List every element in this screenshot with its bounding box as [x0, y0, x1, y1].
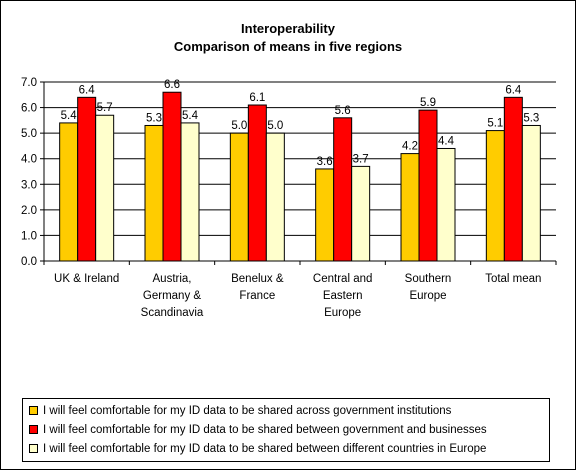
legend-swatch [29, 444, 38, 453]
legend-label: I will feel comfortable for my ID data t… [43, 423, 487, 436]
y-tick-label: 6.0 [21, 103, 37, 115]
x-category-label-line: France [239, 290, 276, 302]
x-category-label-line: Germany & [142, 290, 202, 302]
bar [351, 165, 371, 262]
bar-value-label: 5.0 [231, 120, 247, 132]
bar-value-label: 6.4 [505, 84, 522, 96]
bar [485, 130, 505, 262]
bar [418, 109, 438, 262]
bar-value-label: 5.4 [61, 110, 78, 122]
bar-value-label: 5.4 [182, 110, 199, 122]
legend-swatch [29, 406, 38, 415]
bar [247, 104, 267, 262]
bar-value-label: 5.3 [523, 112, 539, 124]
bar-value-label: 3.7 [353, 153, 369, 165]
x-category-label-line: Europe [324, 307, 362, 319]
y-tick-label: 3.0 [21, 179, 37, 191]
bar [95, 114, 115, 262]
bar-value-label: 5.9 [420, 97, 436, 109]
bar-value-label: 6.6 [164, 79, 180, 91]
legend-label: I will feel comfortable for my ID data t… [43, 442, 487, 455]
bar [333, 117, 353, 262]
x-category-label: Southern Europe [385, 271, 471, 305]
legend-swatch [29, 425, 38, 434]
x-category-label: Central and Eastern Europe [300, 271, 386, 322]
x-category-label-line: Austria, [152, 273, 192, 285]
bar [77, 96, 97, 262]
bar-value-label: 6.4 [79, 84, 96, 96]
bar [59, 122, 79, 262]
y-tick-label: 1.0 [21, 230, 37, 242]
bar [503, 96, 523, 262]
x-category-label-line: UK & Ireland [54, 273, 120, 285]
bar [162, 91, 182, 262]
bar-value-label: 4.2 [402, 141, 418, 153]
bar [229, 132, 249, 262]
x-category-label-line: Benelux & [231, 273, 284, 285]
bar-value-label: 5.7 [97, 102, 113, 114]
bar [315, 168, 335, 262]
bar-value-label: 5.1 [487, 118, 503, 130]
x-category-label-line: Eastern [322, 290, 363, 302]
x-category-label: UK & Ireland [44, 271, 130, 288]
x-category-label: Total mean [470, 271, 556, 288]
bar-value-label: 3.6 [317, 156, 333, 168]
bar-value-label: 5.6 [335, 105, 351, 117]
bar [521, 124, 541, 262]
x-category-label: Benelux & France [214, 271, 300, 305]
x-category-label-line: Central and [312, 273, 373, 285]
x-category-label: Austria, Germany & Scandinavia [129, 271, 215, 322]
bar-value-label: 5.3 [146, 112, 162, 124]
y-tick-label: 2.0 [21, 205, 37, 217]
bar [144, 124, 164, 262]
y-tick-label: 5.0 [21, 128, 37, 140]
bar-value-label: 5.0 [267, 120, 283, 132]
y-tick-label: 7.0 [21, 77, 37, 89]
legend: I will feel comfortable for my ID data t… [22, 398, 550, 462]
y-tick-label: 4.0 [21, 154, 37, 166]
chart-title: Interoperability Comparison of means in … [0, 20, 576, 56]
bar [265, 132, 285, 262]
x-category-label-line: Southern [404, 273, 452, 285]
legend-label: I will feel comfortable for my ID data t… [43, 404, 452, 417]
legend-item-government-institutions: I will feel comfortable for my ID data t… [29, 401, 549, 420]
x-category-label-line: Europe [409, 290, 447, 302]
bar [400, 153, 420, 262]
legend-item-government-businesses: I will feel comfortable for my ID data t… [29, 420, 549, 439]
bar-value-label: 6.1 [249, 92, 265, 104]
y-tick-label: 0.0 [21, 256, 37, 268]
bar [180, 122, 200, 262]
legend-item-different-countries: I will feel comfortable for my ID data t… [29, 439, 549, 458]
bar [436, 147, 456, 262]
chart-title-line-2: Comparison of means in five regions [173, 39, 403, 54]
chart-title-line-1: Interoperability [241, 21, 335, 36]
x-category-label-line: Total mean [485, 273, 542, 285]
bar-value-label: 4.4 [438, 135, 455, 147]
x-category-label-line: Scandinavia [140, 307, 204, 319]
